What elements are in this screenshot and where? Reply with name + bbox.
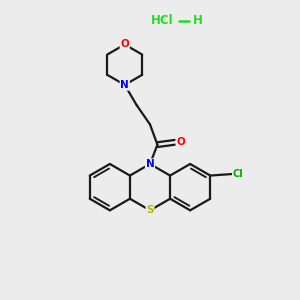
Text: Cl: Cl [233,169,244,179]
Text: O: O [176,137,185,147]
Text: N: N [120,80,129,90]
Text: N: N [146,159,154,169]
Text: HCl: HCl [151,14,173,27]
Text: H: H [193,14,202,27]
Text: O: O [120,40,129,50]
Text: S: S [146,205,154,215]
